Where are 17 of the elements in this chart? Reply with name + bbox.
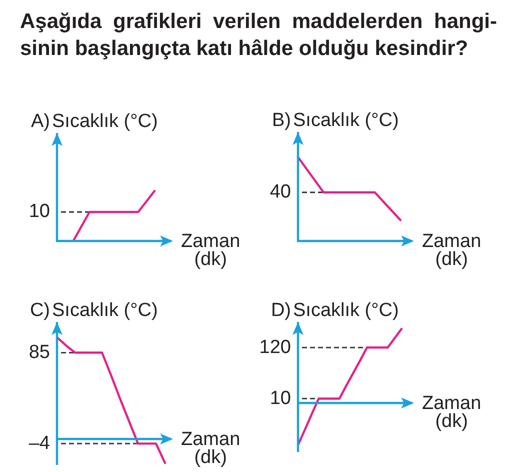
- x-axis-title: Zaman (dk): [422, 393, 482, 432]
- x-axis-title: Zaman (dk): [181, 429, 240, 468]
- y-axis-title: Sıcaklık (°C): [52, 111, 158, 133]
- y-tick-label: 120: [259, 336, 291, 358]
- text: 40: [270, 182, 291, 203]
- chart-title: D): [270, 300, 291, 322]
- y-axis-title: Sıcaklık (°C): [293, 110, 399, 132]
- x-axis-title: Zaman (dk): [422, 231, 482, 270]
- chart-title: A): [31, 111, 50, 133]
- chart-title: C): [30, 300, 50, 322]
- chart-title: B): [272, 110, 291, 132]
- y-tick-label: 85: [28, 342, 50, 363]
- y-axis-title: Sıcaklık (°C): [293, 300, 399, 322]
- y-axis-title: Sıcaklık (°C): [52, 300, 158, 322]
- y-tick-label: –4: [28, 432, 50, 454]
- text: Aşağıda grafikleri verilen maddelerden hangi-sinin başlangıçta katı hâlde olduğu kesindir?: [20, 9, 497, 62]
- x-axis-title: Zaman (dk): [181, 231, 240, 270]
